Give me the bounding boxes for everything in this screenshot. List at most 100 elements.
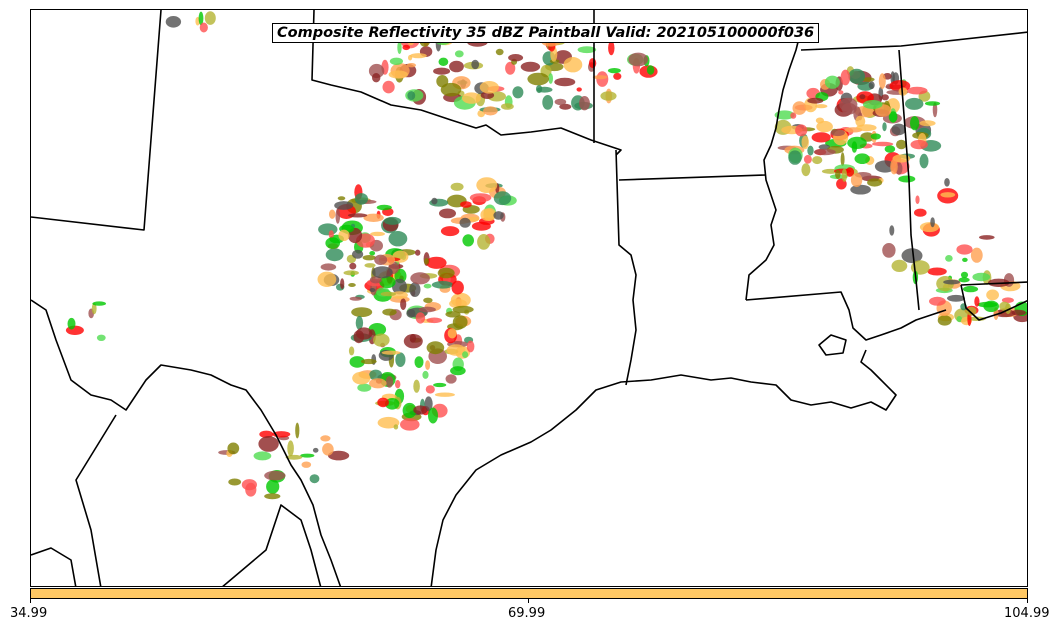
- reflectivity-blob: [937, 315, 952, 326]
- reflectivity-blob: [972, 272, 991, 282]
- reflectivity-blob: [433, 67, 451, 75]
- reflectivity-blob: [841, 168, 848, 182]
- reflectivity-blob: [414, 356, 424, 368]
- reflectivity-blob: [335, 208, 341, 224]
- reflectivity-blob: [437, 267, 455, 279]
- reflectivity-blob: [423, 297, 433, 303]
- tn-southern-border: [800, 31, 1027, 51]
- reflectivity-blob: [253, 451, 272, 461]
- reflectivity-blob: [986, 289, 999, 301]
- reflectivity-blob: [439, 208, 456, 219]
- reflectivity-blob: [888, 111, 898, 123]
- reflectivity-blob: [317, 271, 337, 287]
- map-panel: Composite Reflectivity 35 dBZ Paintball …: [30, 9, 1028, 587]
- reflectivity-blob: [559, 103, 572, 110]
- reflectivity-blob: [309, 474, 320, 484]
- reflectivity-blob: [855, 115, 866, 127]
- reflectivity-blob: [889, 225, 895, 236]
- reflectivity-blob: [592, 75, 608, 80]
- rio-grande-border: [31, 299, 342, 586]
- colorbar: [30, 588, 1028, 599]
- reflectivity-blob: [445, 311, 461, 318]
- reflectivity-blob: [287, 440, 294, 457]
- reflectivity-blob: [413, 405, 428, 415]
- reflectivity-blob: [445, 374, 457, 384]
- reflectivity-blob: [919, 222, 940, 233]
- reflectivity-blob: [956, 244, 973, 255]
- reflectivity-blob: [328, 230, 334, 239]
- reflectivity-blob: [818, 144, 831, 150]
- reflectivity-blob: [462, 92, 481, 104]
- reflectivity-blob: [370, 231, 385, 237]
- reflectivity-blob: [646, 65, 655, 75]
- reflectivity-blob: [450, 182, 464, 191]
- reflectivity-blob: [360, 358, 377, 365]
- reflectivity-blob: [357, 383, 372, 392]
- reflectivity-blob: [328, 450, 350, 461]
- reflectivity-blob: [295, 422, 300, 439]
- ar-la-border: [618, 174, 767, 181]
- reflectivity-blob: [910, 116, 920, 131]
- reflectivity-blob: [322, 443, 334, 456]
- reflectivity-blob: [397, 41, 402, 54]
- reflectivity-blob: [462, 351, 469, 358]
- state-borders: [31, 10, 1027, 586]
- reflectivity-blob: [803, 154, 812, 164]
- reflectivity-blob: [483, 106, 498, 116]
- reflectivity-blob: [334, 201, 354, 210]
- reflectivity-blob: [512, 86, 524, 99]
- reflectivity-blob: [351, 307, 373, 317]
- reflectivity-blob: [380, 291, 396, 297]
- reflectivity-blob: [881, 94, 889, 101]
- reflectivity-blob: [337, 196, 346, 201]
- reflectivity-blob: [801, 163, 811, 177]
- reflectivity-blob: [962, 257, 968, 262]
- reflectivity-blob: [349, 356, 365, 368]
- reflectivity-blob: [381, 350, 401, 355]
- reflectivity-blob: [501, 103, 514, 110]
- reflectivity-blob: [956, 316, 963, 323]
- mexico-coast-fragment: [31, 547, 77, 586]
- reflectivity-blob: [548, 73, 553, 84]
- reflectivity-blob: [356, 327, 373, 340]
- reflectivity-blob: [945, 255, 953, 262]
- reflectivity-blob: [373, 333, 390, 347]
- reflectivity-blob: [409, 282, 421, 297]
- reflectivity-blob: [835, 169, 841, 179]
- reflectivity-blob: [312, 447, 319, 453]
- reflectivity-blob: [340, 278, 345, 290]
- ok-tx-border: [311, 10, 622, 156]
- reflectivity-blob: [402, 402, 417, 419]
- reflectivity-blob: [840, 152, 845, 167]
- reflectivity-blob: [871, 141, 894, 147]
- reflectivity-blob: [476, 177, 498, 194]
- reflectivity-blob: [352, 371, 371, 385]
- la-ms-border: [745, 291, 947, 341]
- reflectivity-map: [31, 10, 1027, 586]
- reflectivity-blob: [406, 308, 416, 318]
- reflectivity-blob: [613, 72, 622, 80]
- reflectivity-blob: [816, 120, 833, 133]
- reflectivity-blob: [362, 255, 376, 261]
- reflectivity-blob: [542, 95, 554, 110]
- reflectivity-blob: [393, 424, 399, 430]
- reflectivity-blob: [258, 436, 279, 452]
- reflectivity-blob: [919, 120, 936, 127]
- reflectivity-blob: [438, 57, 449, 66]
- reflectivity-blob: [607, 68, 621, 74]
- reflectivity-blob: [410, 272, 430, 285]
- reflectivity-blob: [943, 279, 960, 285]
- reflectivity-blob: [577, 46, 597, 54]
- reflectivity-blob: [848, 68, 865, 84]
- reflectivity-blob: [452, 315, 468, 329]
- reflectivity-blob: [495, 48, 504, 56]
- reflectivity-blob: [199, 22, 208, 33]
- reflectivity-blob: [792, 101, 807, 115]
- reflectivity-blob: [774, 110, 795, 120]
- reflectivity-blob: [824, 75, 840, 89]
- reflectivity-blob: [349, 262, 357, 270]
- reflectivity-blob: [447, 328, 457, 339]
- reflectivity-blob: [318, 223, 338, 236]
- reflectivity-blob: [374, 254, 388, 265]
- reflectivity-blob: [369, 378, 387, 389]
